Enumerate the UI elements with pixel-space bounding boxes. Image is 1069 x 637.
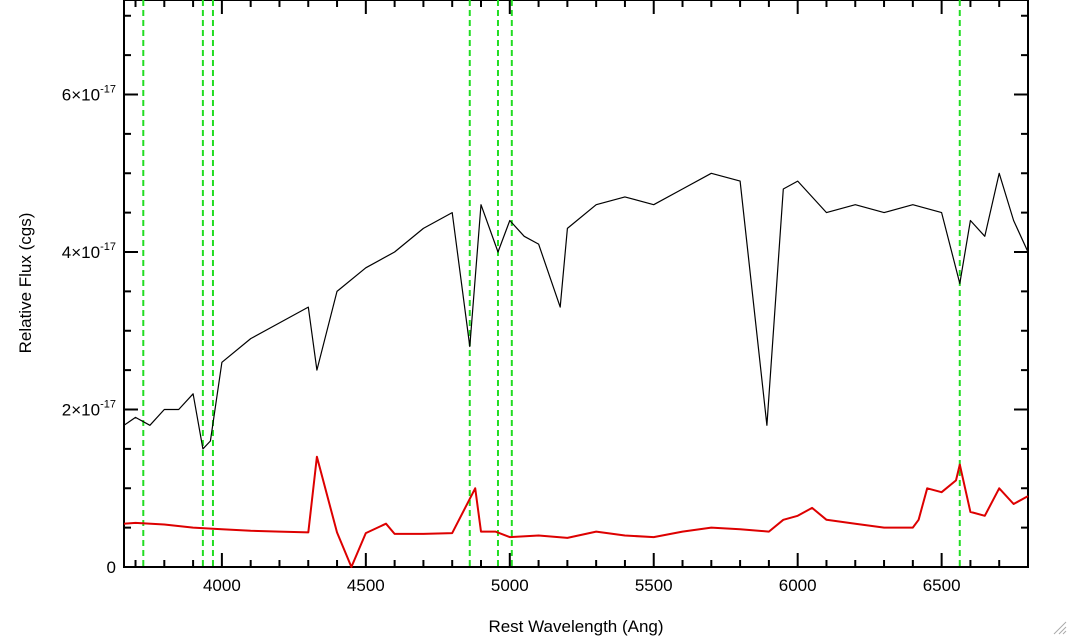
reference-lines xyxy=(142,0,961,567)
y-tick-label: 0 xyxy=(107,558,116,577)
x-tick-label: 4000 xyxy=(203,576,241,595)
spectrum-series-1 xyxy=(123,455,1029,568)
x-tick-label: 6500 xyxy=(923,576,961,595)
spectrum-series xyxy=(123,172,1029,568)
x-tick-label: 6000 xyxy=(779,576,817,595)
y-tick-label: 6×10-17 xyxy=(62,84,116,105)
spectrum-series-0 xyxy=(123,172,1029,450)
axis-ticks xyxy=(124,0,1029,568)
y-tick-label: 2×10-17 xyxy=(62,399,116,420)
x-tick-label: 4500 xyxy=(347,576,385,595)
resize-grip-icon xyxy=(1053,621,1067,635)
axis-tick-labels: 4000 4500 5000 5500 6000 6500 0 2×10-17 4×10-17 6… xyxy=(62,84,961,596)
x-tick-label: 5500 xyxy=(635,576,673,595)
plot-frame xyxy=(123,0,1029,568)
x-axis-title: Rest Wavelength (Ang) xyxy=(488,617,663,636)
x-tick-label: 5000 xyxy=(491,576,529,595)
y-tick-label: 4×10-17 xyxy=(62,241,116,262)
y-axis-title: Relative Flux (cgs) xyxy=(16,213,35,354)
